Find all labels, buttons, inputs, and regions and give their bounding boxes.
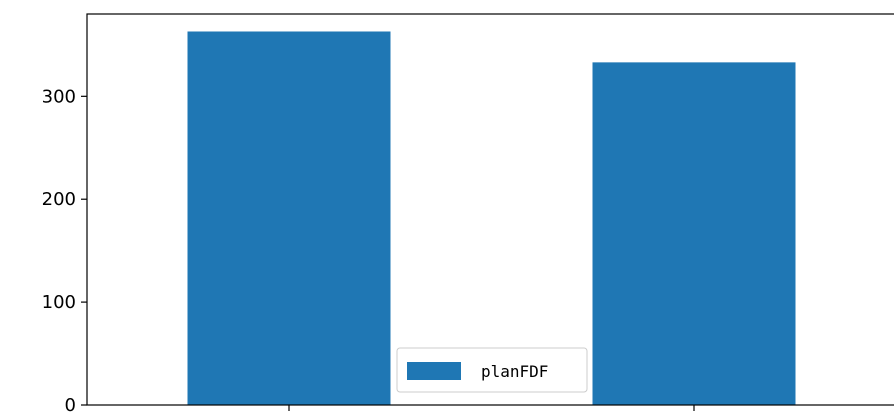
y-ticks: 0 100 200 300: [42, 86, 87, 416]
x-ticks: [288, 405, 695, 411]
legend-label: planFDF: [481, 362, 548, 381]
legend-box: [396, 347, 588, 393]
bar-13: [187, 31, 391, 406]
y-tick-label: 300: [42, 86, 76, 107]
bars-group: [187, 31, 796, 406]
legend-swatch: [407, 362, 461, 380]
y-tick-label: 100: [42, 292, 76, 313]
y-tick-label: 200: [42, 189, 76, 210]
y-tick-label: 0: [65, 395, 76, 416]
plot-frame: [86, 13, 894, 406]
bar-05: [592, 62, 796, 405]
legend: planFDF: [396, 347, 588, 393]
